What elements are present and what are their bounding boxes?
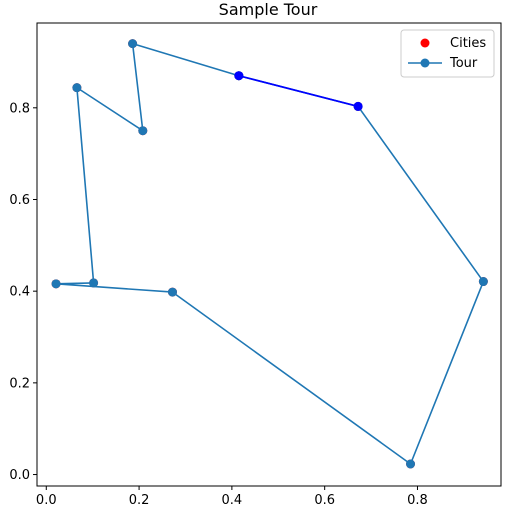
x-tick-label: 0.6 [314,493,335,508]
legend-cities-marker [420,38,430,48]
highlight-segment-line [238,74,359,108]
plot-area [36,22,502,487]
tour-point [128,39,138,49]
highlight-point [234,71,244,81]
x-axis: 0.0 0.2 0.4 0.6 0.8 [36,486,428,508]
y-tick-label: 0.4 [9,285,30,300]
y-tick-label: 0.6 [9,193,30,208]
tour-point [478,277,488,287]
tour-point [89,278,99,288]
y-tick-label: 0.0 [9,468,30,483]
tour-point [72,83,82,93]
y-tick-label: 0.8 [9,101,30,116]
legend-cities-label: Cities [450,36,486,51]
tour-layer [51,39,488,469]
tour-point [138,126,148,136]
tour-point [167,287,177,297]
y-axis: 0.0 0.2 0.4 0.6 0.8 [9,101,37,483]
x-tick-label: 0.4 [222,493,243,508]
chart-title: Sample Tour [219,0,318,19]
highlight-point [353,101,363,111]
legend-tour-marker [420,58,430,68]
x-tick-label: 0.0 [36,493,57,508]
legend: Cities Tour [400,29,495,78]
x-tick-label: 0.8 [407,493,428,508]
legend-tour-label: Tour [449,56,478,71]
tour-point [406,459,416,469]
tour-point [51,279,61,289]
x-tick-label: 0.2 [129,493,150,508]
y-tick-label: 0.2 [9,376,30,391]
